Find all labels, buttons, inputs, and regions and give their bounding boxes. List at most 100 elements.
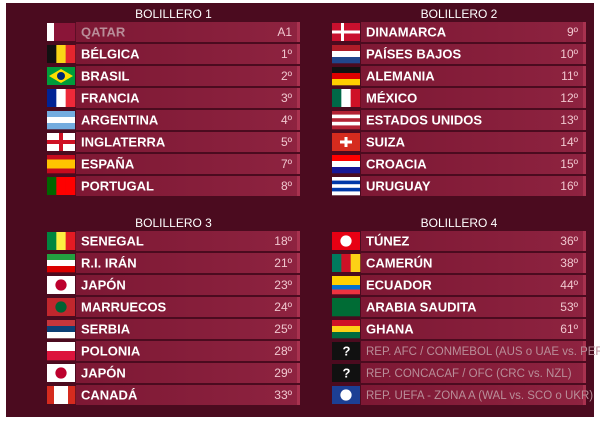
flag-part <box>332 57 360 64</box>
flag <box>47 364 75 382</box>
team-rank: 4º <box>281 113 293 127</box>
row-edge <box>583 154 586 174</box>
flag-part <box>54 386 62 404</box>
flag-part <box>55 301 67 313</box>
row-bar <box>361 253 586 273</box>
team-rank: 33º <box>274 388 292 402</box>
row-bar <box>76 88 300 108</box>
pot-title: BOLILLERO 1 <box>135 7 212 21</box>
team-rank: 3º <box>281 91 293 105</box>
flag-part <box>332 180 360 185</box>
flag-part <box>47 386 55 404</box>
flag <box>332 276 360 295</box>
row-bar <box>361 176 586 196</box>
flag-part <box>47 326 75 333</box>
team-rank: 23º <box>274 278 292 292</box>
row-edge <box>583 66 586 86</box>
flag-part <box>332 177 360 181</box>
row-edge <box>297 44 300 64</box>
flag-part <box>332 114 360 119</box>
row-bar <box>76 176 300 196</box>
flag <box>332 133 360 151</box>
flag <box>47 155 75 174</box>
flag-part <box>332 298 360 308</box>
team-name: INGLATERRA <box>81 134 166 149</box>
team-rank: 36º <box>560 234 578 248</box>
team-name: ARABIA SAUDITA <box>366 299 477 314</box>
flag-icon: ? <box>343 365 351 380</box>
team-rank: 10º <box>560 47 578 61</box>
row-edge <box>583 341 586 361</box>
team-rank: 9º <box>567 25 579 39</box>
team-rank: 8º <box>281 179 293 193</box>
flag <box>332 298 360 317</box>
flag <box>47 89 76 107</box>
flag <box>332 386 360 404</box>
flag-part <box>332 307 360 317</box>
team-rank: 13º <box>560 113 578 127</box>
flag <box>332 232 360 250</box>
flag <box>332 364 360 382</box>
team-name: PAÍSES BAJOS <box>366 46 461 61</box>
team-name: PORTUGAL <box>81 178 154 193</box>
row-edge <box>583 253 586 273</box>
flag-part <box>332 161 360 168</box>
row-bar <box>76 154 300 174</box>
team-name: REP. UEFA - ZONA A (WAL vs. SCO o UKR) <box>366 390 593 402</box>
flag-part <box>56 177 66 195</box>
team-name: SUIZA <box>366 134 406 149</box>
flag-part <box>332 118 360 123</box>
team-name: TÚNEZ <box>366 233 409 248</box>
team-rank: 5º <box>281 135 293 149</box>
row-bar <box>76 110 300 130</box>
flag-part <box>332 167 360 174</box>
flag-part <box>47 111 75 118</box>
row-bar <box>76 385 300 405</box>
flag-part <box>55 367 67 379</box>
row-edge <box>297 253 300 273</box>
row-bar <box>361 44 586 64</box>
row-edge <box>297 385 300 405</box>
flag-part <box>57 72 65 80</box>
flag-part <box>350 89 361 107</box>
flag-part <box>332 67 360 74</box>
row-edge <box>297 319 300 339</box>
team-name: JAPÓN <box>81 365 126 380</box>
row-bar <box>361 341 586 361</box>
flag <box>47 111 75 130</box>
flag-part <box>340 235 352 247</box>
flag-part <box>332 191 360 196</box>
flag-part <box>332 326 360 333</box>
flag-part <box>332 254 342 272</box>
team-rank: 53º <box>560 300 578 314</box>
flag <box>47 232 76 250</box>
flag-part <box>65 89 76 107</box>
row-bar <box>361 385 586 405</box>
team-name: URUGUAY <box>366 178 431 193</box>
row-bar <box>361 297 586 317</box>
flag-part <box>332 342 360 360</box>
team-rank: 2º <box>281 69 293 83</box>
flag-part <box>332 364 360 382</box>
team-name: CROACIA <box>366 156 427 171</box>
flag <box>47 133 75 151</box>
flag-part <box>47 45 57 63</box>
flag-part <box>47 155 75 160</box>
team-rank: 11º <box>561 69 578 83</box>
row-edge <box>583 132 586 152</box>
row-bar <box>76 22 300 42</box>
flag-part <box>55 279 67 291</box>
team-rank: 44º <box>560 278 578 292</box>
flag-part <box>47 177 57 195</box>
team-rank: 15º <box>560 157 578 171</box>
row-edge <box>297 22 300 42</box>
team-name: ECUADOR <box>366 277 432 292</box>
flag <box>47 23 76 41</box>
row-bar <box>76 132 300 152</box>
flag <box>332 155 360 174</box>
row-bar <box>361 363 586 383</box>
flag-part <box>47 342 75 352</box>
flag-part <box>332 285 360 290</box>
flag-part <box>332 51 360 58</box>
